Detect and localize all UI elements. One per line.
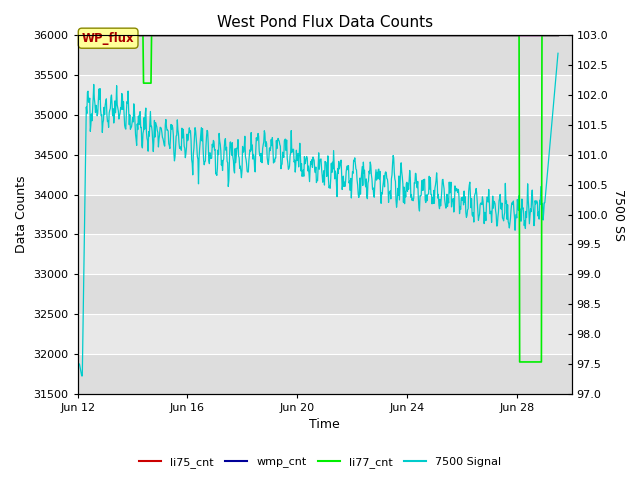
Y-axis label: Data Counts: Data Counts xyxy=(15,176,28,253)
Bar xyxy=(77,115,572,155)
Bar xyxy=(77,275,572,314)
Y-axis label: 7500 SS: 7500 SS xyxy=(612,189,625,240)
Text: WP_flux: WP_flux xyxy=(82,32,134,45)
Bar xyxy=(77,195,572,235)
Title: West Pond Flux Data Counts: West Pond Flux Data Counts xyxy=(217,15,433,30)
Bar xyxy=(77,36,572,75)
Bar xyxy=(77,354,572,394)
Legend: li75_cnt, wmp_cnt, li77_cnt, 7500 Signal: li75_cnt, wmp_cnt, li77_cnt, 7500 Signal xyxy=(135,452,505,472)
X-axis label: Time: Time xyxy=(309,419,340,432)
